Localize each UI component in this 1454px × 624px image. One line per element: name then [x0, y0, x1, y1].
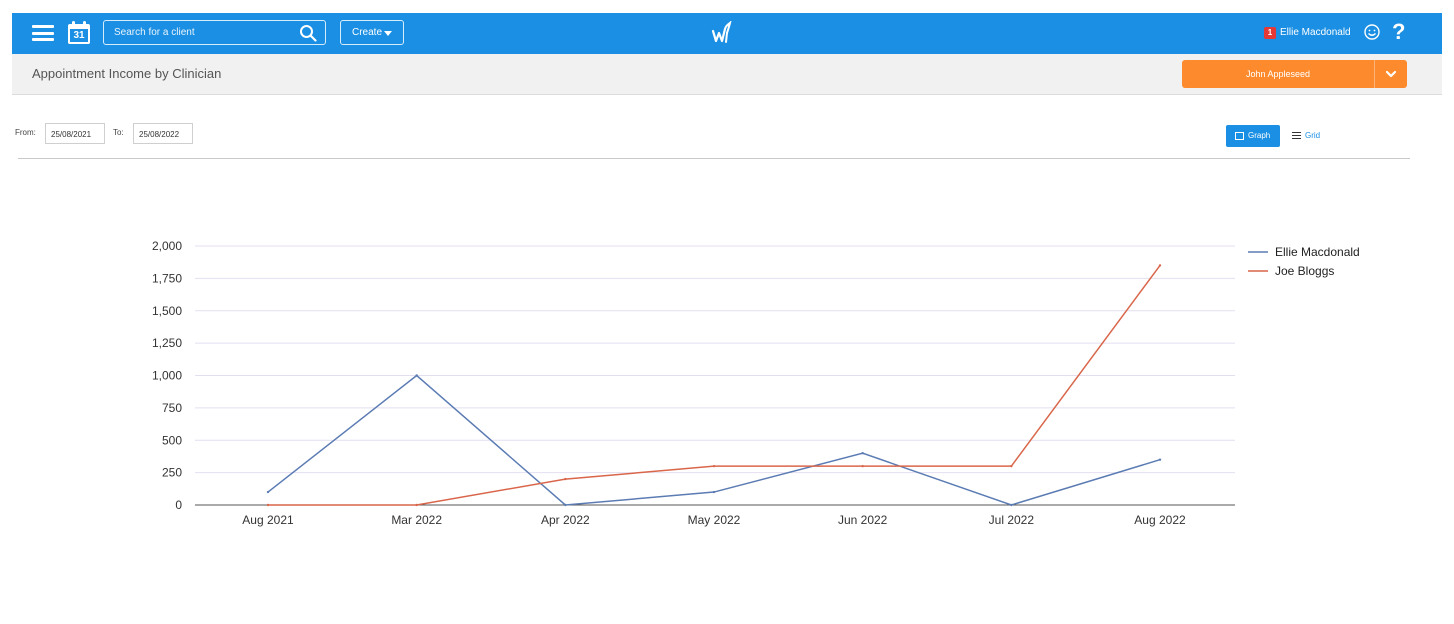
y-tick-label: 1,500: [152, 304, 182, 318]
y-tick-label: 0: [175, 498, 182, 512]
x-tick-label: Mar 2022: [391, 513, 442, 527]
data-point: [564, 477, 567, 481]
create-label: Create: [352, 27, 383, 38]
x-tick-label: Aug 2022: [1134, 513, 1186, 527]
data-point: [861, 452, 864, 455]
x-tick-label: Jul 2022: [989, 513, 1035, 527]
help-icon[interactable]: ?: [1392, 19, 1406, 44]
notification-badge[interactable]: 1: [1264, 27, 1276, 39]
image-icon: [1235, 132, 1244, 140]
chevron-down-icon: [384, 31, 392, 36]
data-point: [1010, 503, 1013, 507]
y-tick-label: 250: [162, 466, 182, 480]
data-point: [415, 503, 418, 507]
data-point: [712, 464, 716, 468]
split-divider: [1374, 60, 1375, 88]
data-point: [861, 464, 864, 468]
legend-label: Ellie Macdonald: [1275, 245, 1360, 259]
calendar-day: 31: [73, 30, 85, 41]
smiley-icon[interactable]: [1363, 23, 1381, 41]
y-tick-label: 750: [162, 401, 182, 415]
data-point: [1158, 458, 1162, 461]
data-point: [266, 490, 270, 494]
calendar-icon[interactable]: 31: [68, 21, 90, 45]
client-search-input[interactable]: Search for a client: [103, 20, 326, 45]
top-nav-bar: 31 Search for a client Create 1 Ellie Ma…: [12, 13, 1442, 54]
y-tick-label: 1,750: [152, 271, 182, 285]
graph-view-button[interactable]: Graph: [1226, 125, 1280, 147]
y-tick-label: 1,250: [152, 336, 182, 350]
from-date-label: From:: [15, 128, 36, 137]
clinician-select[interactable]: John Appleseed: [1182, 60, 1407, 88]
to-date-input[interactable]: 25/08/2022: [133, 123, 193, 144]
grid-view-button[interactable]: Grid: [1292, 131, 1320, 140]
y-tick-label: 2,000: [152, 239, 182, 253]
from-date-input[interactable]: 25/08/2021: [45, 123, 105, 144]
y-tick-label: 500: [162, 433, 182, 447]
series-line-2: [268, 264, 1161, 506]
search-placeholder: Search for a client: [114, 27, 195, 38]
current-user-name[interactable]: Ellie Macdonald: [1280, 27, 1351, 38]
data-point: [266, 503, 270, 507]
report-header: Appointment Income by Clinician John App…: [12, 54, 1442, 95]
x-tick-label: Jun 2022: [838, 513, 888, 527]
legend-label: Joe Bloggs: [1275, 264, 1334, 278]
grid-view-label: Grid: [1305, 131, 1321, 140]
to-date-label: To:: [113, 128, 124, 137]
clinician-select-label: John Appleseed: [1245, 69, 1311, 79]
chevron-down-icon[interactable]: [1385, 68, 1397, 80]
data-point: [415, 374, 418, 377]
x-tick-label: May 2022: [688, 513, 741, 527]
app-logo-icon[interactable]: [710, 21, 734, 45]
data-point: [1010, 464, 1013, 468]
menu-icon[interactable]: [32, 25, 54, 41]
x-tick-label: Apr 2022: [541, 513, 590, 527]
search-icon[interactable]: [299, 24, 317, 42]
data-point: [1158, 264, 1162, 267]
x-tick-label: Aug 2021: [242, 513, 294, 527]
create-dropdown-button[interactable]: Create: [340, 20, 404, 45]
data-point: [564, 503, 567, 507]
data-point: [712, 490, 716, 494]
filter-divider: [18, 158, 1410, 159]
page-title: Appointment Income by Clinician: [32, 66, 222, 81]
graph-view-label: Graph: [1248, 131, 1271, 140]
list-icon: [1292, 132, 1301, 139]
y-tick-label: 1,000: [152, 369, 182, 383]
